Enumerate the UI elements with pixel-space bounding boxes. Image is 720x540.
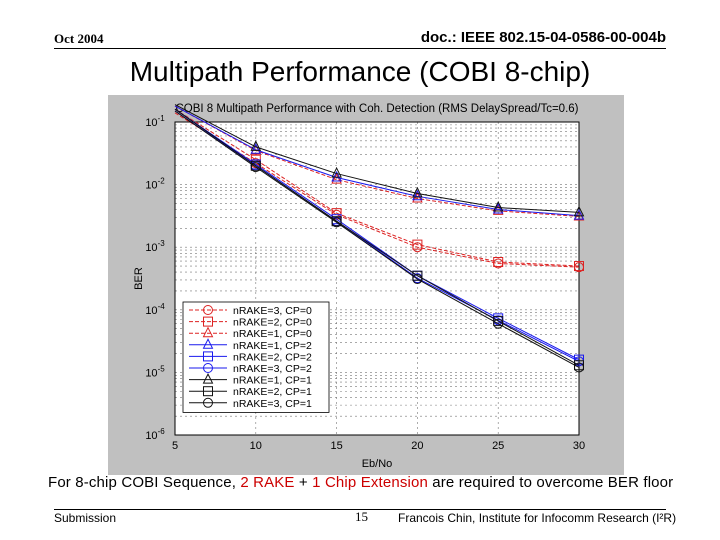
legend-marker-8	[203, 386, 213, 397]
caption-text-3: are required to overcome BER floor	[427, 474, 674, 491]
series-4-point	[412, 189, 423, 201]
legend-marker-2	[203, 316, 213, 327]
legend-marker-5	[203, 351, 213, 362]
caption: For 8-chip COBI Sequence, 2 RAKE + 1 Chi…	[48, 474, 688, 491]
series-9-point	[412, 274, 423, 285]
series-line-8	[174, 108, 580, 366]
series-9-point	[250, 162, 261, 173]
chart-title: COBI 8 Multipath Performance with Coh. D…	[176, 103, 579, 115]
series-line-3	[174, 105, 580, 217]
series-4-point	[250, 143, 262, 154]
plot-border	[174, 121, 580, 436]
legend-marker-9	[203, 397, 213, 408]
legend-label-4: nRAKE=1, CP=2	[233, 340, 312, 352]
series-line-9	[174, 110, 580, 368]
legend-label-2: nRAKE=2, CP=0	[233, 317, 312, 329]
ber-chart: 5 10 15 20 25 30 10-1 10-2 10-3 10-4 10-5 10-6 COBI …	[108, 95, 624, 475]
series-7-point	[492, 200, 504, 212]
x-tick-label: 5	[172, 440, 178, 452]
series-7-point	[331, 166, 342, 178]
caption-highlight-chip-ext: 1 Chip Extension	[312, 474, 428, 491]
series-4-point	[492, 202, 504, 214]
series-2-point	[574, 261, 584, 272]
x-tick-label: 10	[250, 440, 262, 452]
series-9-point	[574, 362, 584, 373]
chart-svg: 5 10 15 20 25 3010-110-210-310-410-510-6COBI …	[108, 95, 624, 475]
footer-author: Francois Chin, Institute for Infocomm Re…	[398, 511, 677, 525]
legend-label-5: nRAKE=2, CP=2	[233, 351, 312, 363]
legend-label-3: nRAKE=1, CP=0	[233, 328, 312, 340]
series-7-point	[573, 205, 585, 217]
series-4-point	[331, 170, 342, 182]
series-line-4	[174, 105, 580, 217]
series-2-point	[412, 239, 423, 250]
y-axis-label: BER	[133, 267, 145, 290]
legend-label-8: nRAKE=2, CP=1	[233, 386, 312, 398]
legend-marker-4	[202, 338, 214, 349]
slide-title: Multipath Performance (COBI 8-chip)	[129, 56, 591, 87]
footer-page-number: 15	[355, 509, 368, 524]
legend-marker-6	[203, 363, 213, 373]
header-date: Oct 2004	[54, 31, 104, 46]
header-rule	[54, 48, 666, 49]
series-7-point	[412, 186, 423, 198]
x-tick-label: 20	[411, 440, 423, 452]
legend-box	[182, 301, 330, 413]
x-tick-label: 30	[573, 440, 585, 452]
caption-highlight-rake: 2 RAKE	[240, 474, 295, 491]
x-axis-label: Eb/No	[362, 458, 393, 470]
caption-text-2: +	[294, 474, 313, 491]
series-9-point	[331, 217, 342, 228]
x-tick-label: 15	[330, 440, 342, 452]
series-9-point	[493, 318, 504, 329]
footer-rule	[54, 509, 666, 510]
series-3-point	[331, 173, 342, 184]
series-line-2	[174, 108, 580, 267]
legend-label-7: nRAKE=1, CP=1	[233, 375, 312, 387]
legend-label-6: nRAKE=3, CP=2	[233, 363, 312, 375]
caption-text-1: For 8-chip COBI Sequence,	[48, 474, 241, 491]
legend-marker-7	[202, 372, 214, 384]
legend-label-1: nRAKE=3, CP=0	[233, 305, 312, 317]
series-line-5	[174, 108, 580, 361]
series-7-point	[250, 140, 262, 151]
legend-label-9: nRAKE=3, CP=1	[233, 398, 312, 410]
series-4-point	[573, 208, 585, 220]
legend-marker-1	[203, 305, 213, 315]
series-2-point	[493, 257, 504, 268]
x-tick-label: 25	[492, 440, 504, 452]
header-doc-id: doc.: IEEE 802.15-04-0586-00-004b	[420, 29, 666, 46]
footer-submission: Submission	[54, 511, 117, 525]
legend-marker-3	[202, 326, 214, 338]
series-line-7	[174, 104, 580, 213]
